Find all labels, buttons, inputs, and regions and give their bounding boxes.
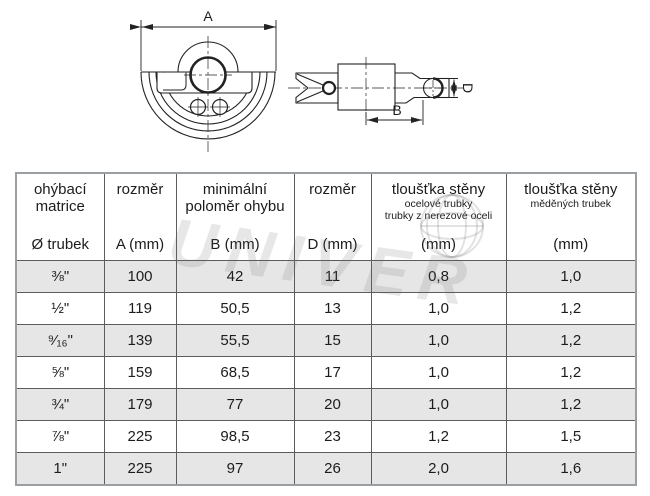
header-text: minimální (202, 181, 268, 198)
table-cell: 1,5 (505, 420, 637, 453)
table-row: ⅝" 159 68,5 17 1,0 1,2 (15, 356, 637, 389)
table-cell: 50,5 (175, 292, 295, 325)
technical-drawing: A (130, 8, 476, 152)
table-cell: ⅜" (15, 260, 105, 293)
table-cell: 139 (103, 324, 177, 357)
dimension-b (365, 100, 424, 125)
header-subtext: ocelové trubky (404, 198, 473, 210)
table-cell: 1" (15, 452, 105, 486)
front-view: A (130, 8, 277, 152)
dimension-d (441, 78, 458, 98)
pin-hole (321, 80, 337, 96)
hole-crosshairs (188, 97, 230, 117)
table-cell: ⅝" (15, 356, 105, 389)
header-text: poloměr ohybu (185, 198, 285, 215)
front-centerlines (184, 36, 232, 152)
header-text: tloušťka stěny (524, 181, 618, 198)
table-cell: ½" (15, 292, 105, 325)
table-cell: 225 (103, 420, 177, 453)
table-row: ½" 119 50,5 13 1,0 1,2 (15, 292, 637, 325)
header-unit: (mm) (553, 236, 589, 253)
table-cell: 1,2 (505, 324, 637, 357)
table-cell: 23 (293, 420, 372, 453)
dim-a-label: A (203, 8, 213, 24)
table-cell: 119 (103, 292, 177, 325)
table-cell: 1,0 (370, 356, 507, 389)
header-text: rozměr (309, 181, 356, 198)
col-header-copper-wall: tloušťka stěny měděných trubek (mm) (505, 172, 637, 261)
table-cell: 20 (293, 388, 372, 421)
table-cell: 0,8 (370, 260, 507, 293)
table-cell: 97 (175, 452, 295, 486)
table-cell: 1,0 (505, 260, 637, 293)
table-cell: 179 (103, 388, 177, 421)
table-row: ⅜" 100 42 11 0,8 1,0 (15, 260, 637, 293)
table-row: ¾" 179 77 20 1,0 1,2 (15, 388, 637, 421)
col-header-min-bend-radius: minimální poloměr ohybu B (mm) (175, 172, 295, 261)
header-text: matrice (35, 198, 85, 215)
table-cell: 2,0 (370, 452, 507, 486)
table-cell: 1,6 (505, 452, 637, 486)
header-row: ohýbací matrice Ø trubek rozměr A (mm) (15, 172, 637, 261)
col-header-die-diameter: ohýbací matrice Ø trubek (15, 172, 105, 261)
table-cell: 98,5 (175, 420, 295, 453)
table-cell: 77 (175, 388, 295, 421)
header-unit: (mm) (421, 236, 456, 253)
table-cell: ⁹⁄₁₆" (15, 324, 105, 357)
table-row: ⁹⁄₁₆" 139 55,5 15 1,0 1,2 (15, 324, 637, 357)
header-subtext: měděných trubek (530, 198, 612, 210)
side-view: D B (288, 57, 476, 125)
table-cell: 1,2 (505, 292, 637, 325)
table-cell: 42 (175, 260, 295, 293)
col-header-dim-d: rozměr D (mm) (293, 172, 372, 261)
header-text: ohýbací (33, 181, 87, 198)
table-cell: 55,5 (175, 324, 295, 357)
header-text: tloušťka stěny (391, 181, 486, 198)
table-cell: 13 (293, 292, 372, 325)
header-unit: Ø trubek (31, 236, 90, 253)
table-row: 1" 225 97 26 2,0 1,6 (15, 452, 637, 486)
table-cell: 68,5 (175, 356, 295, 389)
dim-d-label: D (460, 83, 476, 93)
table-cell: ¾" (15, 388, 105, 421)
die-block (337, 63, 396, 111)
table-cell: 1,2 (505, 356, 637, 389)
table-cell: 15 (293, 324, 372, 357)
dim-b-label: B (392, 102, 401, 118)
table-cell: 100 (103, 260, 177, 293)
header-subtext: trubky z nerezové oceli (384, 210, 493, 222)
table-cell: 1,0 (370, 292, 507, 325)
table-cell: ⅞" (15, 420, 105, 453)
col-header-steel-wall: tloušťka stěny ocelové trubky trubky z n… (370, 172, 507, 261)
header-unit: A (mm) (115, 236, 165, 253)
table-cell: 225 (103, 452, 177, 486)
table-cell: 1,2 (505, 388, 637, 421)
table-cell: 159 (103, 356, 177, 389)
header-unit: B (mm) (210, 236, 260, 253)
table-cell: 17 (293, 356, 372, 389)
table-cell: 26 (293, 452, 372, 486)
table-cell: 1,0 (370, 388, 507, 421)
table-cell: 1,0 (370, 324, 507, 357)
dimensions-table: ohýbací matrice Ø trubek rozměr A (mm) (15, 172, 637, 486)
col-header-dim-a: rozměr A (mm) (103, 172, 177, 261)
header-text: rozměr (116, 181, 164, 198)
table-row: ⅞" 225 98,5 23 1,2 1,5 (15, 420, 637, 453)
table-cell: 11 (293, 260, 372, 293)
header-unit: D (mm) (307, 236, 358, 253)
table-cell: 1,2 (370, 420, 507, 453)
